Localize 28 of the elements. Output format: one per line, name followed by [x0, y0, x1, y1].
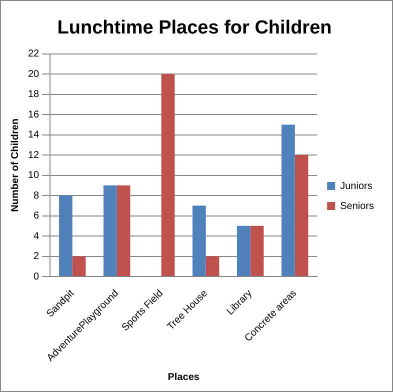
y-tick-label: 2	[34, 251, 40, 262]
y-tick-label: 10	[28, 170, 40, 182]
y-tick-label: 20	[28, 68, 40, 80]
bar	[161, 74, 175, 276]
y-tick-label: 12	[28, 150, 40, 161]
y-tick-label: 4	[34, 230, 40, 242]
y-tick-label: 0	[34, 271, 40, 282]
y-tick-label: 18	[28, 89, 40, 100]
bar	[206, 256, 220, 276]
legend-label: Juniors	[340, 180, 372, 192]
y-tick-label: 8	[34, 190, 40, 202]
bar	[116, 185, 130, 276]
y-tick-label: 6	[34, 210, 40, 222]
bar	[104, 185, 117, 276]
legend-label: Seniors	[340, 200, 374, 212]
bar	[72, 256, 86, 276]
bar	[250, 226, 264, 276]
bar	[59, 196, 72, 276]
y-axis-title: Number of Children	[10, 118, 21, 212]
bar	[192, 206, 206, 276]
y-tick-label: 16	[28, 109, 40, 120]
chart-title: Lunchtime Places for Children	[57, 18, 332, 39]
bar	[237, 226, 250, 276]
y-tick-label: 14	[28, 130, 40, 141]
y-tick-label: 22	[28, 48, 40, 60]
x-axis-title: Places	[168, 372, 200, 383]
bar	[282, 124, 295, 276]
bar	[294, 155, 308, 276]
